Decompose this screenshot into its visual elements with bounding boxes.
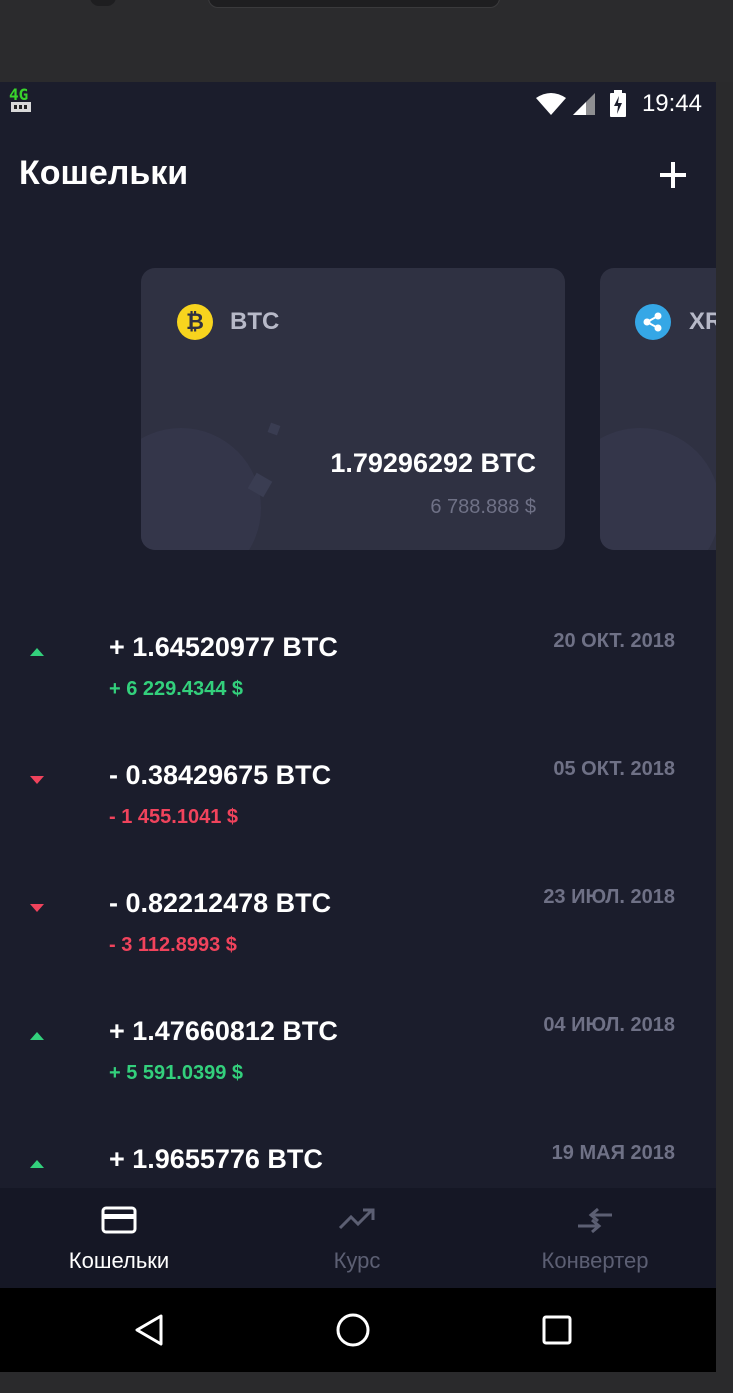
back-triangle-icon	[135, 1314, 163, 1346]
tab-label: Курс	[333, 1248, 381, 1273]
transaction-row[interactable]: - 0.82212478 BTC - 3 112.8993 $ 23 ИЮЛ. …	[0, 886, 716, 1008]
system-navigation-bar	[0, 1288, 716, 1372]
back-button[interactable]	[127, 1308, 171, 1352]
transaction-fiat: - 1 455.1041 $	[109, 806, 238, 828]
top-bezel	[0, 0, 733, 82]
transaction-amount: + 1.9655776 BTC	[109, 1144, 323, 1174]
arrow-down-icon	[30, 776, 44, 784]
wallet-card-xrp[interactable]: XR	[600, 268, 716, 550]
page-title: Кошельки	[19, 154, 189, 192]
card-decoration	[267, 422, 281, 436]
transaction-date: 05 ОКТ. 2018	[553, 758, 675, 780]
transaction-row[interactable]: + 1.47660812 BTC + 5 591.0399 $ 04 ИЮЛ. …	[0, 1014, 716, 1136]
transaction-fiat: - 3 112.8993 $	[109, 934, 237, 956]
card-decoration	[141, 428, 261, 550]
transaction-date: 20 ОКТ. 2018	[553, 630, 675, 652]
phone-screen: 4G 19:44 Кошельки ₿ BTC 1.79296292 BTC 6…	[0, 82, 716, 1372]
bitcoin-icon: ₿	[177, 304, 213, 340]
arrow-down-icon	[30, 904, 44, 912]
transaction-date: 19 МАЯ 2018	[551, 1142, 675, 1164]
transaction-fiat: + 6 229.4344 $	[109, 678, 244, 700]
transaction-amount: + 1.47660812 BTC	[109, 1016, 338, 1046]
transaction-date: 04 ИЮЛ. 2018	[543, 1014, 675, 1036]
card-decoration	[600, 428, 716, 550]
home-circle-icon	[336, 1313, 370, 1347]
arrow-up-icon	[30, 648, 44, 656]
transaction-amount: - 0.82212478 BTC	[109, 888, 332, 918]
clock: 19:44	[641, 90, 702, 117]
home-button[interactable]	[331, 1308, 375, 1352]
status-bar: 4G 19:44	[0, 82, 716, 126]
bezel-bottom	[0, 1372, 733, 1393]
recents-square-icon	[542, 1315, 572, 1345]
wallet-fiat-balance: 6 788.888 $	[430, 496, 536, 518]
plus-icon	[660, 162, 686, 188]
transaction-row[interactable]: + 1.64520977 BTC + 6 229.4344 $ 20 ОКТ. …	[0, 630, 716, 752]
transaction-row[interactable]: - 0.38429675 BTC - 1 455.1041 $ 05 ОКТ. …	[0, 758, 716, 880]
network-type-icon: 4G	[9, 84, 37, 114]
wallet-balance: 1.79296292 BTC	[330, 448, 536, 478]
battery-charging-icon	[609, 90, 627, 123]
wallet-card-btc[interactable]: ₿ BTC 1.79296292 BTC 6 788.888 $	[141, 268, 565, 550]
tab-wallets[interactable]: Кошельки	[0, 1188, 238, 1288]
trending-up-icon	[338, 1206, 376, 1239]
bezel-right	[716, 82, 733, 1372]
tab-converter[interactable]: Конвертер	[476, 1188, 714, 1288]
svg-text:4G: 4G	[9, 85, 28, 104]
transaction-row[interactable]: + 1.9655776 BTC 19 МАЯ 2018	[0, 1142, 716, 1264]
transaction-amount: - 0.38429675 BTC	[109, 760, 332, 790]
tab-label: Кошельки	[68, 1248, 170, 1273]
bottom-navigation: Кошельки Курс Конвертер	[0, 1188, 716, 1288]
tab-rates[interactable]: Курс	[238, 1188, 476, 1288]
ripple-icon	[635, 304, 671, 340]
convert-arrows-icon	[576, 1206, 614, 1241]
bezel-dot	[90, 0, 116, 6]
transaction-fiat: + 5 591.0399 $	[109, 1062, 244, 1084]
arrow-up-icon	[30, 1160, 44, 1168]
coin-name: BTC	[230, 308, 280, 335]
transaction-date: 23 ИЮЛ. 2018	[543, 886, 675, 908]
arrow-up-icon	[30, 1032, 44, 1040]
wifi-icon	[535, 92, 567, 121]
coin-name: XR	[689, 308, 716, 335]
add-wallet-button[interactable]	[648, 150, 698, 200]
bezel-pill	[208, 0, 500, 8]
transaction-amount: + 1.64520977 BTC	[109, 632, 338, 662]
wallet-card-icon	[101, 1206, 137, 1239]
recents-button[interactable]	[535, 1308, 579, 1352]
signal-icon	[572, 92, 596, 121]
tab-label: Конвертер	[541, 1248, 649, 1273]
